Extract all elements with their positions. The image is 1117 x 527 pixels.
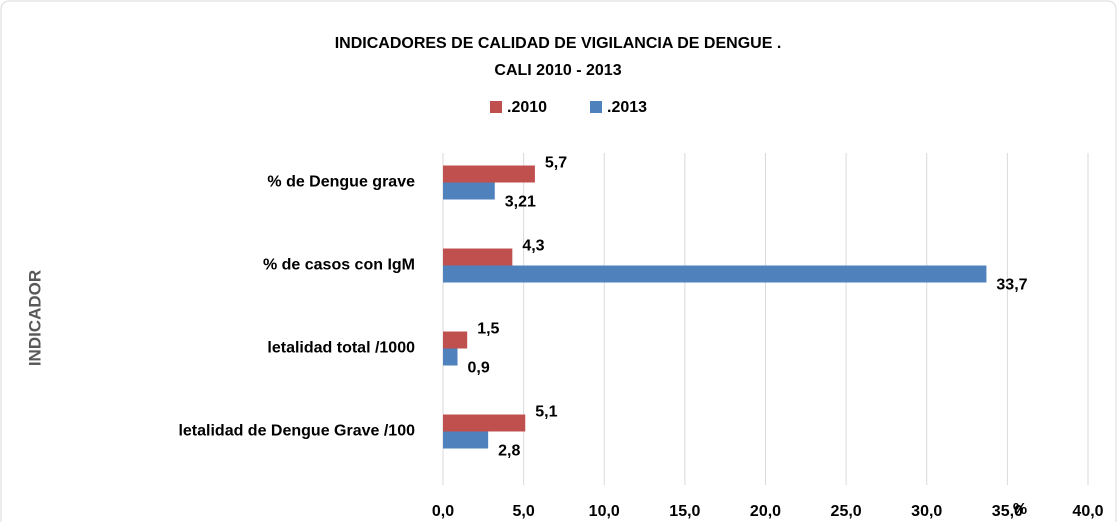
bar	[443, 165, 535, 183]
bar	[443, 248, 513, 266]
data-label: 0,9	[468, 360, 490, 377]
data-label: 5,1	[535, 404, 557, 421]
legend-label: .2013	[607, 99, 647, 116]
data-label: 5,7	[545, 155, 567, 172]
legend-label: .2010	[507, 99, 547, 116]
x-tick-label: 35,0	[992, 503, 1023, 520]
x-tick-label: 40,0	[1072, 503, 1103, 520]
x-tick-label: 5,0	[513, 503, 535, 520]
chart-subtitle: CALI 2010 - 2013	[494, 62, 621, 79]
bar	[443, 414, 526, 432]
x-tick-label: 25,0	[831, 503, 862, 520]
x-tick-label: 15,0	[669, 503, 700, 520]
data-label: 4,3	[522, 238, 544, 255]
data-label: 2,8	[498, 443, 520, 460]
bar	[443, 431, 489, 449]
bar	[443, 348, 458, 366]
data-label: 3,21	[505, 194, 536, 211]
bar	[443, 265, 987, 283]
y-tick-label: letalidad total /1000	[267, 340, 415, 357]
y-axis-label: INDICADOR	[25, 270, 44, 366]
chart-title: INDICADORES DE CALIDAD DE VIGILANCIA DE …	[335, 35, 782, 52]
x-tick-label: 20,0	[750, 503, 781, 520]
legend-swatch	[490, 101, 502, 113]
bar	[443, 182, 495, 200]
bar	[443, 331, 468, 349]
y-tick-label: letalidad de Dengue Grave /100	[178, 423, 415, 440]
x-tick-label: 30,0	[911, 503, 942, 520]
y-tick-label: % de Dengue grave	[267, 174, 415, 191]
x-axis-label: %	[1013, 501, 1027, 518]
legend-swatch	[590, 101, 602, 113]
data-label: 33,7	[996, 277, 1027, 294]
y-tick-label: % de casos con IgM	[263, 257, 415, 274]
data-label: 1,5	[477, 321, 499, 338]
x-tick-label: 10,0	[589, 503, 620, 520]
x-tick-label: 0,0	[432, 503, 454, 520]
